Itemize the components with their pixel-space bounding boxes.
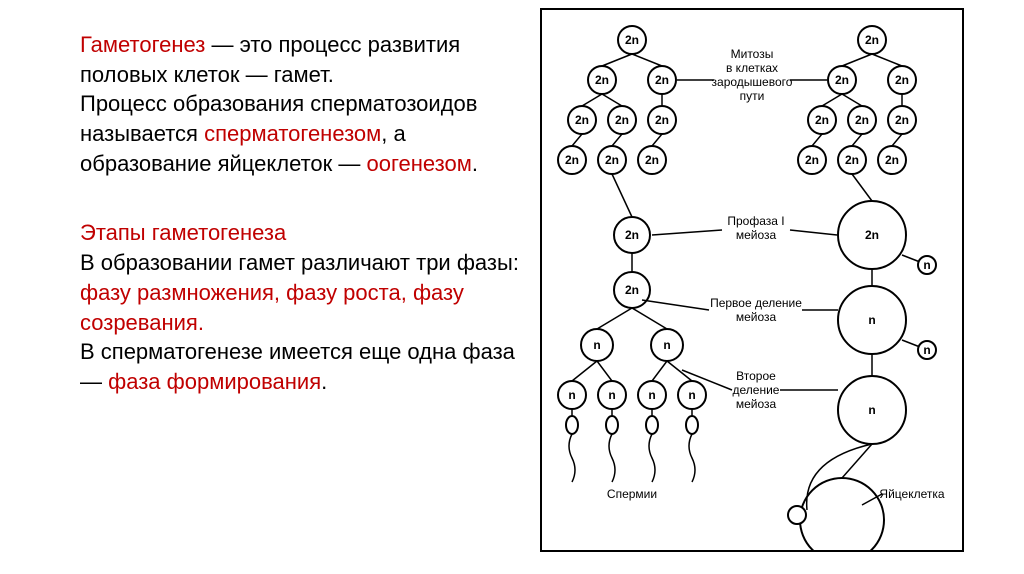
edge — [602, 54, 632, 66]
note-first-division: Первое деление — [710, 296, 802, 310]
edge — [652, 361, 667, 381]
cell-label: 2n — [865, 33, 879, 47]
cell-label: 2n — [815, 113, 829, 127]
cell-label: 2n — [565, 153, 579, 167]
cell-label: 2n — [655, 113, 669, 127]
svg-text:зародышевого: зародышевого — [712, 75, 793, 89]
cell-label: n — [608, 388, 615, 402]
svg-text:деление: деление — [733, 383, 780, 397]
cell-label: 2n — [835, 73, 849, 87]
cell-label: 2n — [805, 153, 819, 167]
note-second-division: Второе — [736, 369, 776, 383]
sperm-tail — [569, 434, 575, 482]
cell-label: 2n — [605, 153, 619, 167]
sperm-tail — [609, 434, 615, 482]
edge — [842, 54, 872, 66]
edge — [632, 54, 662, 66]
edge — [852, 134, 862, 146]
cell-label: 2n — [575, 113, 589, 127]
label-spermii: Спермии — [607, 487, 657, 501]
diagram-panel: 2n 2n 2n 2n 2n 2n 2n 2n 2n 2n 2n n n n n n n 2n 2n 2n 2n 2n 2n… — [540, 0, 1024, 574]
svg-text:мейоза: мейоза — [736, 397, 777, 411]
edge — [582, 94, 602, 106]
paragraph-2: Этапы гаметогенеза В образовании гамет р… — [80, 218, 520, 396]
sperm-head — [606, 416, 618, 434]
note-profaza: Профаза I — [727, 214, 784, 228]
sperm-tail — [649, 434, 655, 482]
edge — [597, 308, 632, 329]
heading-stages: Этапы гаметогенеза — [80, 220, 286, 245]
cell-label: 2n — [895, 73, 909, 87]
phase-formation: фаза формирования — [108, 369, 321, 394]
sperm-head — [566, 416, 578, 434]
edge — [842, 94, 862, 106]
edge — [572, 361, 597, 381]
edge — [892, 134, 902, 146]
cell-label: n — [648, 388, 655, 402]
term-oogenez: оогенезом — [367, 151, 472, 176]
edge — [602, 94, 622, 106]
cell-label: n — [868, 403, 875, 417]
svg-text:в клетках: в клетках — [726, 61, 778, 75]
edge — [612, 174, 632, 217]
cell-label: 2n — [855, 113, 869, 127]
cell-label: 2n — [595, 73, 609, 87]
cell-label: 2n — [645, 153, 659, 167]
edge — [812, 134, 822, 146]
cell-label: n — [923, 343, 930, 357]
sperm-head — [686, 416, 698, 434]
edge — [872, 54, 902, 66]
term-spermatogenez: сперматогенезом — [204, 121, 381, 146]
svg-text:мейоза: мейоза — [736, 310, 777, 324]
paragraph-1: Гаметогенез — это процесс развития полов… — [80, 30, 520, 178]
text-panel: Гаметогенез — это процесс развития полов… — [0, 0, 540, 574]
label-egg: Яйцеклетка — [879, 487, 944, 501]
edge — [667, 361, 692, 381]
cell-label: n — [688, 388, 695, 402]
cell-node — [800, 478, 884, 550]
svg-text:мейоза: мейоза — [736, 228, 777, 242]
sperm-tail — [689, 434, 695, 482]
note-mitoz: Митозы — [731, 47, 774, 61]
cell-label: n — [593, 338, 600, 352]
cell-label: 2n — [895, 113, 909, 127]
cell-label: 2n — [885, 153, 899, 167]
cell-label: n — [868, 313, 875, 327]
cell-node — [788, 506, 806, 524]
cell-label: 2n — [845, 153, 859, 167]
cell-label: 2n — [625, 228, 639, 242]
edge — [822, 94, 842, 106]
cell-label: n — [663, 338, 670, 352]
edge — [902, 340, 920, 347]
svg-text:пути: пути — [740, 89, 765, 103]
term-gametogenez: Гаметогенез — [80, 32, 205, 57]
edge — [652, 134, 662, 146]
edge — [902, 255, 920, 262]
cell-label: 2n — [625, 283, 639, 297]
cell-label: 2n — [655, 73, 669, 87]
cell-label: 2n — [625, 33, 639, 47]
edge — [842, 444, 872, 478]
gametogenesis-diagram: 2n 2n 2n 2n 2n 2n 2n 2n 2n 2n 2n n n n n n n 2n 2n 2n 2n 2n 2n… — [542, 10, 962, 550]
edge — [597, 361, 612, 381]
cell-label: 2n — [615, 113, 629, 127]
cell-label: n — [923, 258, 930, 272]
edge — [572, 134, 582, 146]
edge — [852, 174, 872, 201]
sperm-head — [646, 416, 658, 434]
diagram-frame: 2n 2n 2n 2n 2n 2n 2n 2n 2n 2n 2n n n n n n n 2n 2n 2n 2n 2n 2n… — [540, 8, 964, 552]
edge — [612, 134, 622, 146]
phases-list: фазу размножения, фазу роста, фазу созре… — [80, 280, 464, 335]
cell-label: 2n — [865, 228, 879, 242]
cell-label: n — [568, 388, 575, 402]
edge — [632, 308, 667, 329]
